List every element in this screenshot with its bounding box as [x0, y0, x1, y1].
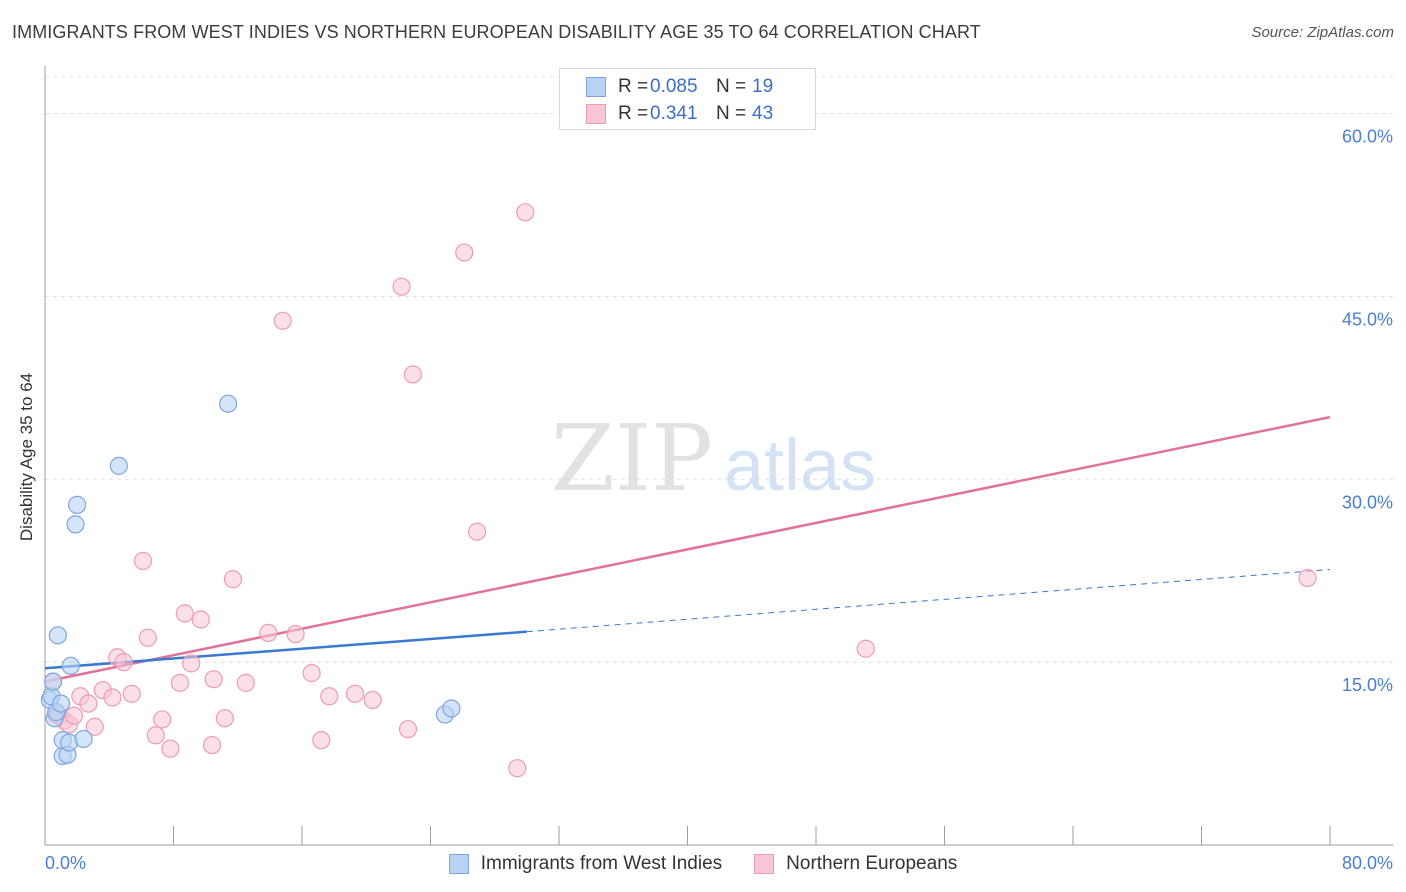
- point-northern-europeans: [146, 726, 165, 745]
- point-northern-europeans: [403, 365, 422, 384]
- point-northern-europeans: [122, 684, 141, 703]
- r-value: 0.085: [650, 76, 698, 97]
- point-west-indies: [48, 626, 67, 645]
- gridlines: [45, 76, 1393, 663]
- legend-swatch-blue: [586, 77, 606, 97]
- x-tick-label-max: 80.0%: [1342, 853, 1393, 873]
- point-west-indies: [219, 394, 238, 413]
- series-west-indies: [40, 394, 461, 766]
- legend-swatch-pink: [586, 104, 606, 124]
- point-northern-europeans: [64, 706, 84, 725]
- y-tick-label: 60.0%: [1342, 127, 1393, 147]
- point-northern-europeans: [516, 203, 535, 222]
- legend-label: Immigrants from West Indies: [480, 853, 723, 874]
- r-label: R =: [618, 103, 649, 124]
- point-west-indies: [442, 699, 461, 718]
- series-legend: Immigrants from West Indies Northern Eur…: [0, 851, 1406, 877]
- point-northern-europeans: [392, 277, 411, 296]
- point-west-indies: [74, 729, 93, 749]
- axes: [44, 66, 1393, 846]
- n-value: 19: [752, 76, 774, 97]
- n-label: N =: [716, 103, 747, 124]
- point-northern-europeans: [508, 759, 527, 778]
- point-northern-europeans: [345, 684, 365, 703]
- point-northern-europeans: [175, 604, 194, 623]
- legend-item-northern-europeans[interactable]: Northern Europeans: [754, 853, 957, 875]
- point-northern-europeans: [286, 625, 305, 644]
- point-northern-europeans: [302, 664, 321, 683]
- trend-line-northern-europeans: [44, 415, 1331, 683]
- legend-label: Northern Europeans: [786, 853, 958, 874]
- point-northern-europeans: [467, 522, 487, 541]
- legend-swatch-pink: [754, 854, 775, 874]
- point-northern-europeans: [153, 710, 172, 729]
- r-value: 0.341: [650, 103, 698, 124]
- r-label: R =: [618, 76, 649, 97]
- y-tick-label: 30.0%: [1342, 492, 1393, 512]
- point-northern-europeans: [259, 623, 278, 642]
- correlation-legend: R = 0.085 N = 19 R = 0.341 N = 43: [559, 68, 816, 130]
- point-northern-europeans: [204, 670, 223, 689]
- point-northern-europeans: [320, 687, 339, 706]
- point-west-indies: [61, 656, 80, 675]
- watermark: ZIP atlas: [551, 405, 876, 512]
- point-northern-europeans: [223, 570, 243, 589]
- point-northern-europeans: [273, 311, 292, 330]
- point-northern-europeans: [1298, 568, 1317, 588]
- point-northern-europeans: [856, 639, 875, 658]
- y-tick-label: 15.0%: [1342, 675, 1393, 695]
- point-northern-europeans: [202, 735, 222, 755]
- source-label: Source: ZipAtlas.com: [1251, 24, 1394, 41]
- legend-item-west-indies[interactable]: Immigrants from West Indies: [448, 853, 723, 875]
- point-northern-europeans: [398, 720, 418, 739]
- legend-swatch-blue: [448, 854, 469, 874]
- legend-row-west-indies: R = 0.085 N = 19: [586, 75, 773, 99]
- point-west-indies: [51, 694, 71, 713]
- point-northern-europeans: [133, 551, 153, 571]
- point-northern-europeans: [103, 688, 122, 707]
- point-west-indies: [109, 456, 128, 475]
- point-northern-europeans: [85, 717, 104, 736]
- point-west-indies: [66, 515, 85, 534]
- point-west-indies: [43, 672, 63, 691]
- legend-row-northern-europeans: R = 0.341 N = 43: [586, 102, 773, 126]
- point-northern-europeans: [312, 731, 331, 750]
- y-tick-labels: 15.0% 30.0% 45.0% 60.0%: [1342, 127, 1393, 696]
- x-tick-label-min: 0.0%: [45, 853, 86, 873]
- point-northern-europeans: [170, 673, 190, 692]
- y-tick-label: 45.0%: [1342, 309, 1393, 329]
- x-tick-labels: 0.0% 80.0%: [45, 853, 1393, 873]
- watermark-zip: ZIP: [551, 405, 713, 512]
- point-northern-europeans: [236, 673, 255, 692]
- point-northern-europeans: [79, 694, 98, 713]
- point-northern-europeans: [161, 739, 180, 758]
- point-northern-europeans: [114, 653, 133, 672]
- point-northern-europeans: [455, 243, 474, 262]
- point-west-indies: [68, 495, 87, 514]
- n-value: 43: [752, 103, 774, 124]
- n-label: N =: [716, 76, 747, 97]
- point-northern-europeans: [215, 709, 234, 728]
- trend-line-west-indies-extrapolated: [526, 568, 1331, 633]
- point-northern-europeans: [138, 628, 157, 647]
- point-northern-europeans: [191, 610, 210, 629]
- watermark-atlas: atlas: [724, 426, 876, 506]
- series-northern-europeans: [43, 203, 1317, 778]
- point-northern-europeans: [182, 654, 201, 673]
- point-northern-europeans: [363, 690, 382, 710]
- chart-title: IMMIGRANTS FROM WEST INDIES VS NORTHERN …: [12, 22, 981, 42]
